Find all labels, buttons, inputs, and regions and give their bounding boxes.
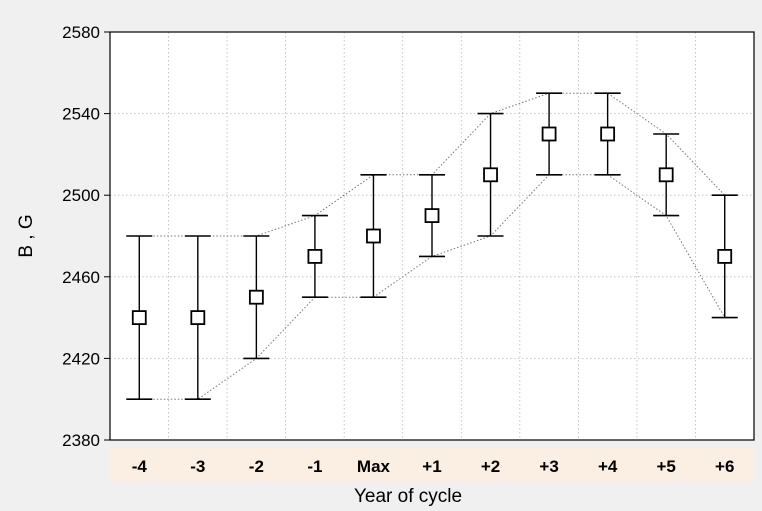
x-tick-label: +6 [715,457,734,476]
x-tick-label: -3 [190,457,205,476]
x-tick-label: Max [357,457,391,476]
y-tick-label: 2580 [62,23,100,42]
data-point [366,228,381,244]
lower-envelope-line [139,174,726,400]
x-tick-label: -4 [132,457,148,476]
data-point [717,248,733,264]
y-tick-label: 2540 [62,105,100,124]
x-tick-band [110,448,754,482]
grid [110,32,754,440]
x-tick-label: +3 [539,457,558,476]
data-point [424,208,440,224]
x-tick-label: -2 [249,457,264,476]
x-tick-label: +1 [422,457,441,476]
y-tick-label: 2500 [62,186,100,205]
x-tick-label: +5 [656,457,675,476]
data-point [483,167,498,183]
plot-frame [109,31,755,441]
data-point [131,310,147,326]
y-tick-label: 2380 [62,431,100,450]
x-tick-label: -1 [307,457,322,476]
data-point [190,310,206,326]
y-tick-label: 2460 [62,268,100,287]
y-axis-label: B , G [16,214,37,257]
data-point [248,289,264,305]
data-point [658,167,674,183]
data-point [541,126,557,142]
data-point [600,126,616,142]
x-axis-label: Year of cycle [354,486,462,507]
data-point [307,248,323,264]
x-tick-label: +4 [598,457,618,476]
markers [131,126,733,326]
x-tick-label: +2 [481,457,500,476]
x-axis: -4 -3 -2 -1 Max +1 +2 +3 +4 +5 +6 [132,457,735,476]
y-tick-label: 2420 [62,349,100,368]
y-axis: 2380 2420 2460 2500 2540 2580 [62,23,110,450]
